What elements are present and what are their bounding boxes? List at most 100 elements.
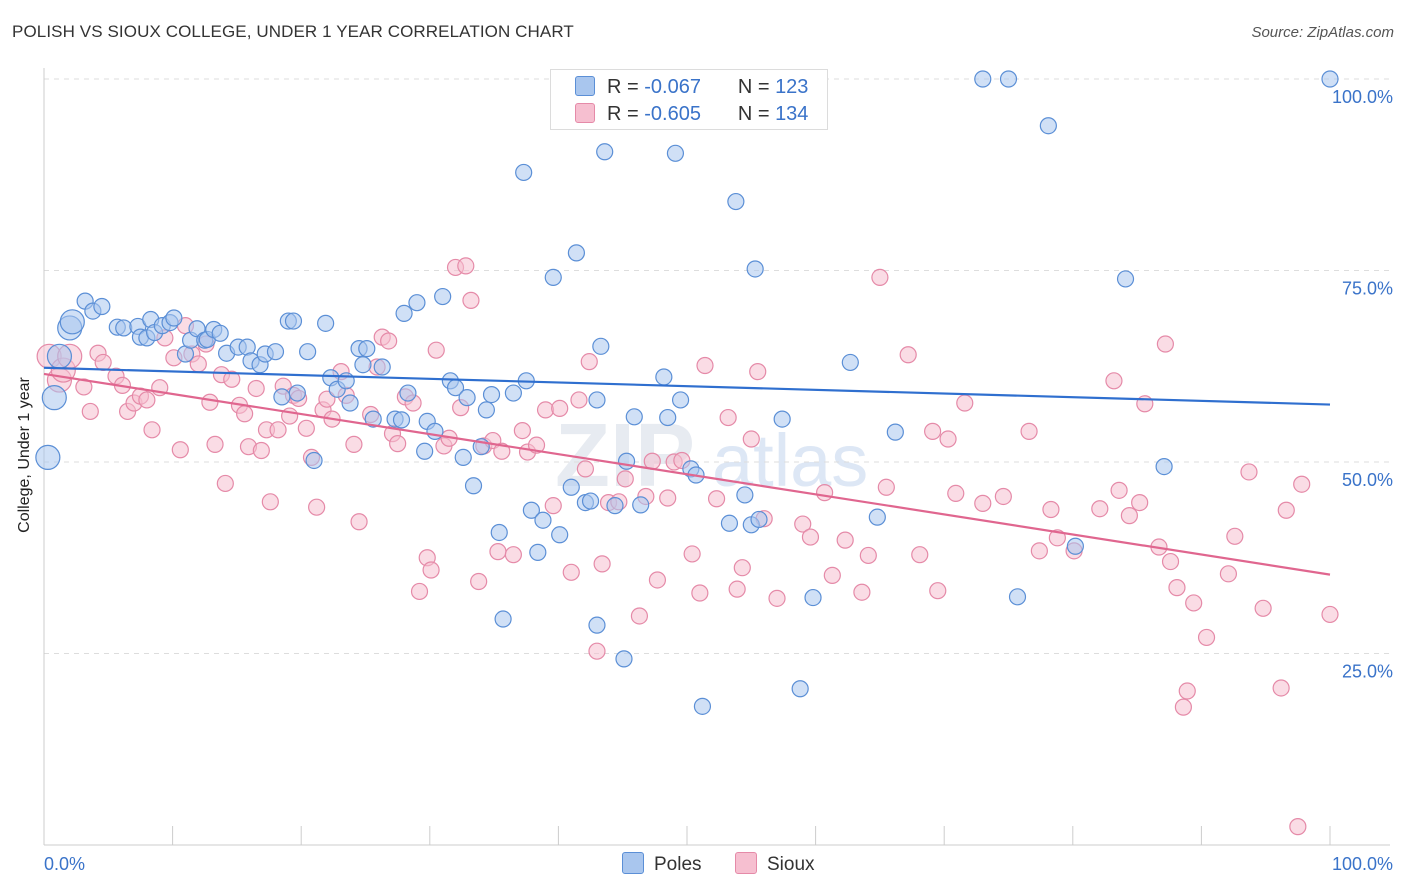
poles-point <box>588 616 606 634</box>
poles-point <box>358 340 376 358</box>
sioux-point <box>956 394 974 412</box>
sioux-point <box>768 589 786 607</box>
sioux-point <box>899 346 917 364</box>
sioux-point <box>801 528 820 546</box>
sioux-point <box>1131 493 1149 512</box>
sioux-point <box>823 566 841 584</box>
sioux-point <box>794 515 812 533</box>
r-label: R = <box>607 103 639 125</box>
poles-point <box>693 697 712 715</box>
legend-item-sioux[interactable]: Sioux <box>735 852 815 876</box>
poles-point <box>596 143 614 161</box>
sioux-point <box>1272 679 1290 697</box>
poles-point <box>373 358 391 376</box>
poles-point <box>750 510 768 529</box>
poles-point <box>477 401 495 419</box>
sioux-point <box>1110 481 1128 499</box>
poles-point <box>341 394 359 412</box>
sioux-point <box>947 484 965 503</box>
sioux-point <box>1120 507 1138 525</box>
sioux-point <box>683 545 701 563</box>
poles-point <box>299 343 317 361</box>
sioux-point <box>974 494 992 512</box>
sioux-point <box>308 498 326 516</box>
poles-point <box>791 680 809 698</box>
sioux-point <box>1321 605 1339 624</box>
poles-point <box>534 511 552 529</box>
poles-point <box>458 389 476 407</box>
sioux-point <box>223 370 241 388</box>
sioux-point <box>1091 500 1109 518</box>
poles-point <box>1155 457 1173 476</box>
sioux-point <box>877 478 895 496</box>
poles-series <box>35 70 1339 715</box>
source-label: Source: ZipAtlas.com <box>1251 24 1394 41</box>
sioux-point <box>261 493 279 511</box>
poles-point <box>41 385 67 411</box>
poles-point <box>773 410 791 428</box>
x-tick-label: 0.0% <box>44 854 85 874</box>
sioux-point <box>707 490 726 508</box>
sioux-point <box>493 442 511 460</box>
sioux-point <box>489 543 507 561</box>
sioux-point <box>1161 552 1180 571</box>
poles-point <box>632 496 650 514</box>
r-label: R = <box>607 76 639 98</box>
sioux-point <box>504 546 522 564</box>
poles-point <box>93 297 111 316</box>
y-tick-label: 75.0% <box>1342 279 1393 299</box>
sioux-point <box>691 584 709 602</box>
sioux-point <box>719 408 737 427</box>
poles-point <box>399 384 417 402</box>
sioux-point <box>696 356 714 375</box>
poles-point <box>615 650 633 668</box>
poles-point <box>504 384 522 402</box>
sioux-point <box>911 546 929 564</box>
y-axis-title: College, Under 1 year <box>16 377 33 533</box>
poles-point <box>490 523 508 542</box>
poles-point <box>588 391 606 409</box>
sioux-point <box>513 421 531 440</box>
sioux-point <box>544 497 562 515</box>
poles-n-value: 123 <box>775 76 809 98</box>
poles-point <box>727 192 745 211</box>
y-tick-label: 50.0% <box>1342 470 1393 490</box>
x-tick-label: 100.0% <box>1332 854 1393 874</box>
poles-point <box>59 309 85 335</box>
y-tick-label: 100.0% <box>1332 87 1393 107</box>
poles-point <box>886 423 904 441</box>
sioux-point <box>1178 682 1196 700</box>
sioux-point <box>659 489 677 507</box>
sioux-point <box>551 399 569 417</box>
poles-point <box>494 610 512 628</box>
poles-point <box>416 442 434 460</box>
sioux-point <box>588 642 606 660</box>
sioux-point <box>350 513 368 531</box>
poles-point <box>551 526 569 544</box>
sioux-point <box>1174 698 1192 716</box>
sioux-point <box>536 401 555 419</box>
poles-point <box>317 314 335 332</box>
series-legend: Poles Sioux <box>0 852 1406 878</box>
sioux-point <box>410 582 429 601</box>
sioux-point <box>81 402 99 421</box>
sioux-point <box>427 341 445 359</box>
sioux-point <box>749 363 767 381</box>
chart-title: POLISH VS SIOUX COLLEGE, UNDER 1 YEAR CO… <box>12 22 574 41</box>
sioux-point <box>1042 500 1060 519</box>
stats-legend: R = -0.067 N = 123 R = -0.605 N = 134 <box>550 69 828 130</box>
poles-point <box>544 268 562 286</box>
sioux-point <box>939 430 957 448</box>
poles-point <box>606 497 624 515</box>
sioux-point <box>648 571 667 589</box>
sioux-point <box>380 332 398 350</box>
sioux-point <box>389 435 407 453</box>
sioux-point <box>616 470 634 488</box>
poles-point <box>1039 117 1057 135</box>
poles-point <box>305 451 323 470</box>
legend-label-poles: Poles <box>654 854 702 875</box>
poles-point <box>1116 270 1135 288</box>
sioux-point <box>206 435 224 453</box>
legend-row-sioux: R = -0.605 N = 134 <box>575 103 808 126</box>
legend-item-poles[interactable]: Poles <box>622 852 702 876</box>
